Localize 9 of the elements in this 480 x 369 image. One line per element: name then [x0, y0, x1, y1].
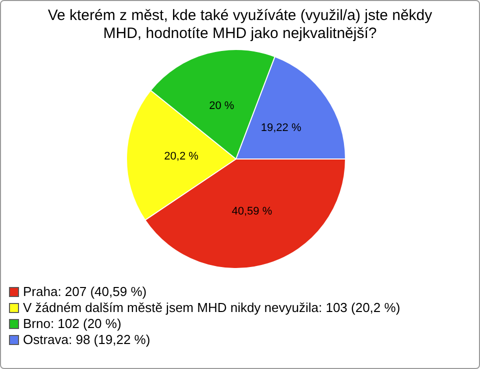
legend-label: Brno: 102 (20 %) — [23, 316, 122, 332]
chart-title: Ve kterém z měst, kde také využíváte (využil/a) jste někdy MHD, hodnotíte MHD jako nejkvalitnější? — [46, 7, 434, 43]
data-label: 20,2 % — [164, 150, 199, 163]
legend-label: V žádném dalším městě jsem MHD nikdy nevyužila: 103 (20,2 %) — [23, 300, 400, 316]
data-label: 19,22 % — [260, 122, 302, 134]
legend-label: Ostrava: 98 (19,22 %) — [23, 332, 150, 348]
data-label: 20 % — [209, 100, 234, 112]
data-label: 40,59 % — [232, 205, 272, 218]
legend-label: Praha: 207 (40,59 %) — [23, 284, 147, 300]
